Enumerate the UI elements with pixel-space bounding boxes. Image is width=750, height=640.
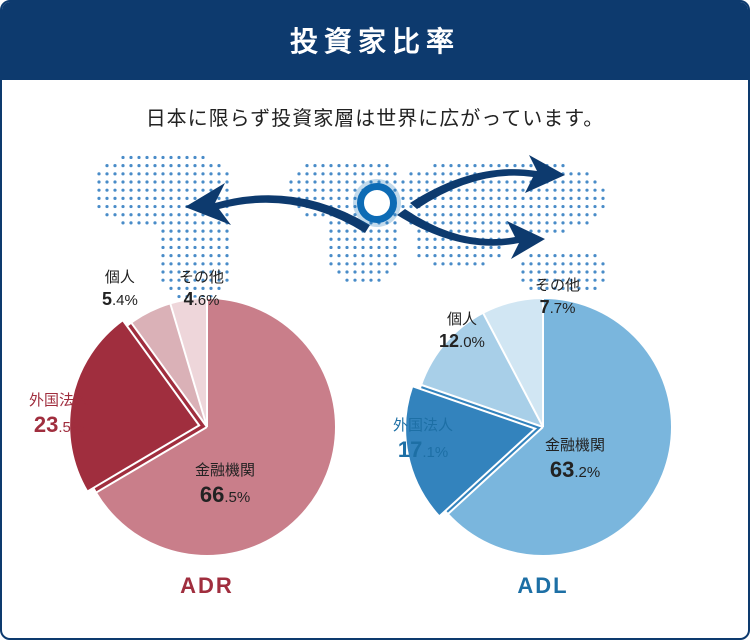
slice-label-adl-2: 個人12.0% xyxy=(439,311,485,353)
arrow-top-right-icon xyxy=(405,155,565,215)
slice-label-adr-3: その他4.6% xyxy=(179,269,224,311)
slice-label-adl-3: その他7.7% xyxy=(535,277,580,319)
pie-adl: 金融機関63.2%外国法人17.1%個人12.0%その他7.7% xyxy=(403,287,683,567)
slice-label-adl-1: 外国法人17.1% xyxy=(393,417,453,463)
japan-ring-icon xyxy=(357,183,397,223)
slice-label-adl-0: 金融機関63.2% xyxy=(545,437,605,483)
slice-label-adr-1: 外国法人23.5% xyxy=(29,392,89,438)
card: 投資家比率 日本に限らず投資家層は世界に広がっています。 金融機関66.5%外国… xyxy=(0,0,750,640)
chart-adl: 金融機関63.2%外国法人17.1%個人12.0%その他7.7% ADL xyxy=(378,287,708,628)
arrow-left-icon xyxy=(185,175,375,245)
arrow-bottom-right-icon xyxy=(395,207,545,262)
chart-name-adl: ADL xyxy=(378,573,708,599)
subtitle: 日本に限らず投資家層は世界に広がっています。 xyxy=(2,80,748,137)
charts-row: 金融機関66.5%外国法人23.5%個人5.4%その他4.6% ADR 金融機関… xyxy=(2,287,748,638)
header: 投資家比率 xyxy=(2,2,748,80)
pie-adr: 金融機関66.5%外国法人23.5%個人5.4%その他4.6% xyxy=(67,287,347,567)
chart-adr: 金融機関66.5%外国法人23.5%個人5.4%その他4.6% ADR xyxy=(42,287,372,628)
slice-label-adr-0: 金融機関66.5% xyxy=(195,462,255,508)
slice-label-adr-2: 個人5.4% xyxy=(102,269,138,311)
chart-name-adr: ADR xyxy=(42,573,372,599)
